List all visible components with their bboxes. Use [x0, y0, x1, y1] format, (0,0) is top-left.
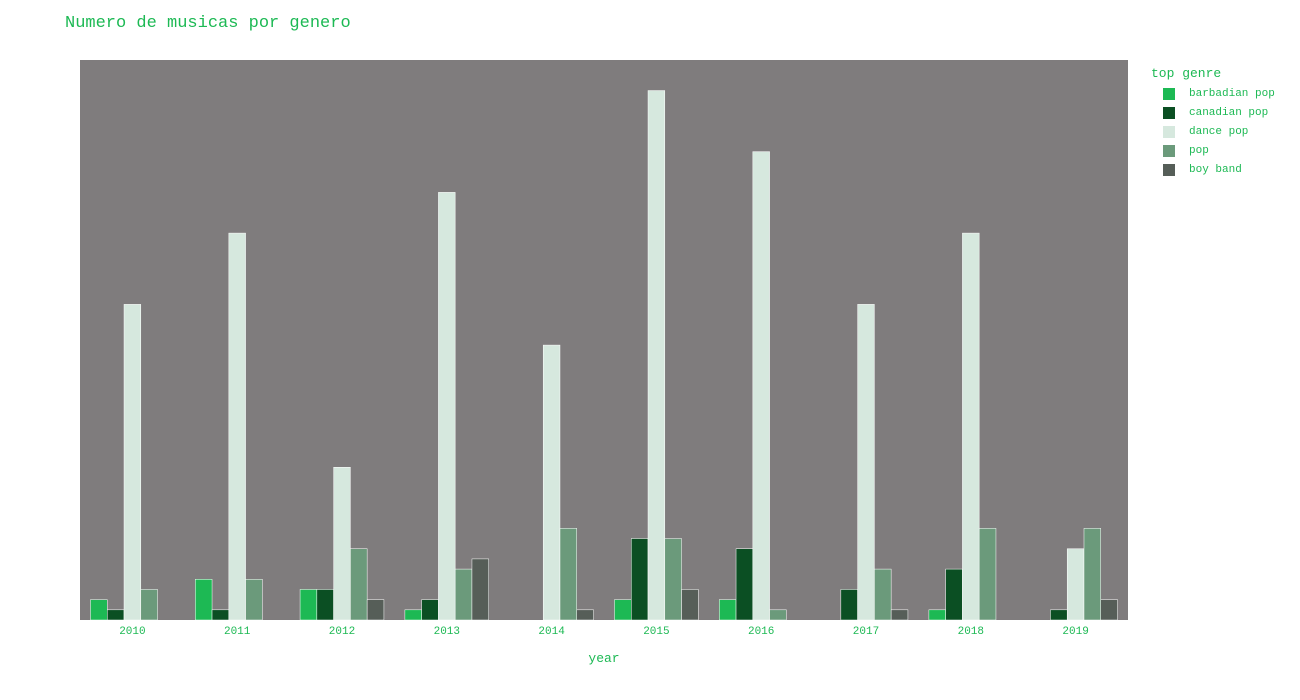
- bar-barbadian-pop-2013: [404, 609, 422, 621]
- bar-boy-band-2019: [1100, 599, 1118, 621]
- x-tick-2019: 2019: [1062, 626, 1088, 638]
- legend-item-barbadian-pop[interactable]: barbadian pop: [1151, 84, 1275, 103]
- legend-items: barbadian pop canadian pop dance pop pop boy…: [1151, 84, 1275, 179]
- legend-swatch: [1163, 144, 1175, 157]
- bar-barbadian-pop-2010: [90, 599, 108, 621]
- bar-pop-2018: [978, 528, 997, 621]
- bar-pop-2012: [350, 548, 368, 621]
- bar-boy-band-2012: [366, 599, 385, 621]
- bar-canadian-pop-2013: [421, 599, 439, 621]
- chart-title: Numero de musicas por genero: [65, 14, 351, 33]
- legend-label: dance pop: [1189, 125, 1249, 138]
- bars-group: [90, 90, 1118, 621]
- legend-title: top genre: [1151, 66, 1222, 81]
- legend-item-boy-band[interactable]: boy band: [1151, 160, 1275, 179]
- x-axis-title: year: [588, 651, 619, 666]
- bar-canadian-pop-2011: [211, 609, 230, 621]
- bar-canadian-pop-2010: [106, 609, 125, 621]
- bar-dance-pop-2019: [1066, 548, 1085, 621]
- legend-swatch: [1163, 106, 1175, 119]
- bar-pop-2013: [454, 568, 473, 621]
- legend-label: barbadian pop: [1189, 87, 1275, 100]
- bar-canadian-pop-2017: [840, 589, 858, 621]
- legend-swatch: [1163, 163, 1175, 176]
- legend-item-dance-pop[interactable]: dance pop: [1151, 122, 1275, 141]
- x-tick-2017: 2017: [853, 626, 879, 638]
- bar-dance-pop-2011: [228, 232, 246, 621]
- x-tick-2015: 2015: [643, 626, 669, 638]
- bar-canadian-pop-2018: [945, 568, 963, 621]
- bar-canadian-pop-2012: [316, 589, 334, 621]
- legend-label: canadian pop: [1189, 106, 1269, 119]
- x-tick-2012: 2012: [329, 626, 355, 638]
- x-tick-2018: 2018: [958, 626, 984, 638]
- x-tick-2010: 2010: [119, 626, 145, 638]
- bar-pop-2019: [1083, 528, 1102, 621]
- bar-dance-pop-2012: [333, 467, 351, 621]
- bar-dance-pop-2013: [438, 192, 456, 621]
- legend-swatch: [1163, 87, 1175, 100]
- bar-dance-pop-2010: [123, 304, 142, 621]
- bar-pop-2010: [140, 589, 158, 621]
- legend-label: pop: [1189, 144, 1209, 157]
- bar-pop-2011: [245, 579, 263, 621]
- bar-dance-pop-2015: [647, 90, 666, 621]
- bar-pop-2017: [874, 568, 892, 621]
- bar-boy-band-2014: [576, 609, 594, 621]
- bar-dance-pop-2018: [962, 232, 980, 621]
- plot-area: [80, 60, 1128, 620]
- bar-pop-2016: [769, 609, 787, 621]
- bar-canadian-pop-2015: [630, 538, 649, 621]
- bar-dance-pop-2016: [752, 151, 770, 621]
- bar-pop-2015: [664, 538, 682, 621]
- x-tick-2014: 2014: [538, 626, 565, 638]
- x-tick-labels: 2010 2011 2012 2013 2014 2015 2016 2017 2018 2019: [119, 626, 1089, 638]
- bar-barbadian-pop-2018: [928, 609, 946, 621]
- bar-canadian-pop-2019: [1050, 609, 1068, 621]
- bar-pop-2014: [559, 528, 578, 621]
- x-tick-2011: 2011: [224, 626, 251, 638]
- bar-boy-band-2013: [471, 558, 489, 621]
- bar-barbadian-pop-2015: [614, 599, 632, 621]
- bar-barbadian-pop-2011: [195, 579, 213, 621]
- x-tick-2016: 2016: [748, 626, 774, 638]
- bar-canadian-pop-2016: [735, 548, 754, 621]
- bar-boy-band-2017: [890, 609, 909, 621]
- bar-dance-pop-2017: [857, 304, 875, 621]
- legend-label: boy band: [1189, 163, 1242, 176]
- bar-barbadian-pop-2012: [299, 589, 318, 621]
- legend: top genre barbadian pop canadian pop dance…: [1151, 66, 1275, 179]
- bar-boy-band-2015: [681, 589, 699, 621]
- legend-item-canadian-pop[interactable]: canadian pop: [1151, 103, 1275, 122]
- x-tick-2013: 2013: [434, 626, 460, 638]
- legend-item-pop[interactable]: pop: [1151, 141, 1275, 160]
- legend-swatch: [1163, 125, 1175, 138]
- bar-barbadian-pop-2016: [719, 599, 737, 621]
- bar-dance-pop-2014: [542, 344, 561, 621]
